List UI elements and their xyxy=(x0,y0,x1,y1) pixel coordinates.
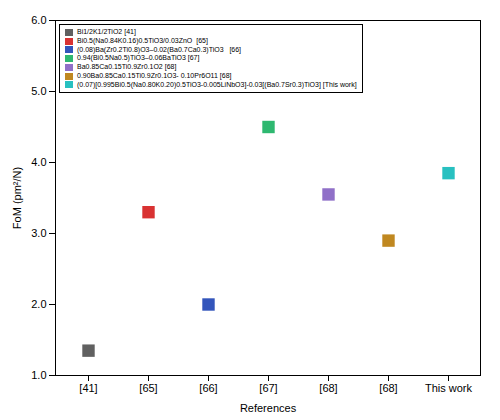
svg-text:This work: This work xyxy=(425,382,473,394)
svg-text:[68]: [68] xyxy=(319,382,337,394)
html-text:Bi1/2K1/2TiO2 [41]: Bi1/2K1/2TiO2 [41] xyxy=(77,28,136,35)
svg-text:[68]: [68] xyxy=(379,382,397,394)
svg-text:FoM (pm²/N): FoM (pm²/N) xyxy=(11,167,23,229)
svg-text:[67]: [67] xyxy=(259,382,277,394)
svg-text:4.0: 4.0 xyxy=(31,156,46,168)
svg-text:3.0: 3.0 xyxy=(31,227,46,239)
svg-text:[65]: [65] xyxy=(139,382,157,394)
svg-text:[41]: [41] xyxy=(79,382,97,394)
html-text:(0.07)[0.995Bi0.5(Na0.80K0.20): (0.07)[0.995Bi0.5(Na0.80K0.20)0.5TiO3-0.… xyxy=(77,80,357,88)
html-text:Bi0.5(Na0.84K0.16)0.5TiO3/0.03: Bi0.5(Na0.84K0.16)0.5TiO3/0.03ZnO [65] xyxy=(77,36,208,44)
svg-text:2.0: 2.0 xyxy=(31,298,46,310)
svg-text:[66]: [66] xyxy=(199,382,217,394)
svg-text:5.0: 5.0 xyxy=(31,85,46,97)
html-text:(0.08)Ba(Zr0.2Ti0.8)O3–0.02(Ba: (0.08)Ba(Zr0.2Ti0.8)O3–0.02(Ba0.7Ca0.3)T… xyxy=(77,45,242,53)
html-text:0.94(Bi0.5Na0.5)TiO3–0.06BaTiO: 0.94(Bi0.5Na0.5)TiO3–0.06BaTiO3 [67] xyxy=(77,54,200,62)
html-text:0.90Ba0.85Ca0.15Ti0.9Zr0.1O3-: 0.90Ba0.85Ca0.15Ti0.9Zr0.1O3- 0.10Pr6O11… xyxy=(77,71,232,79)
html-text:Ba0.85Ca0.15Ti0.9Zr0.1O2 [68]: Ba0.85Ca0.15Ti0.9Zr0.1O2 [68] xyxy=(77,63,177,70)
svg-text:1.0: 1.0 xyxy=(31,369,46,381)
svg-text:6.0: 6.0 xyxy=(31,14,46,26)
svg-text:References: References xyxy=(240,402,297,414)
